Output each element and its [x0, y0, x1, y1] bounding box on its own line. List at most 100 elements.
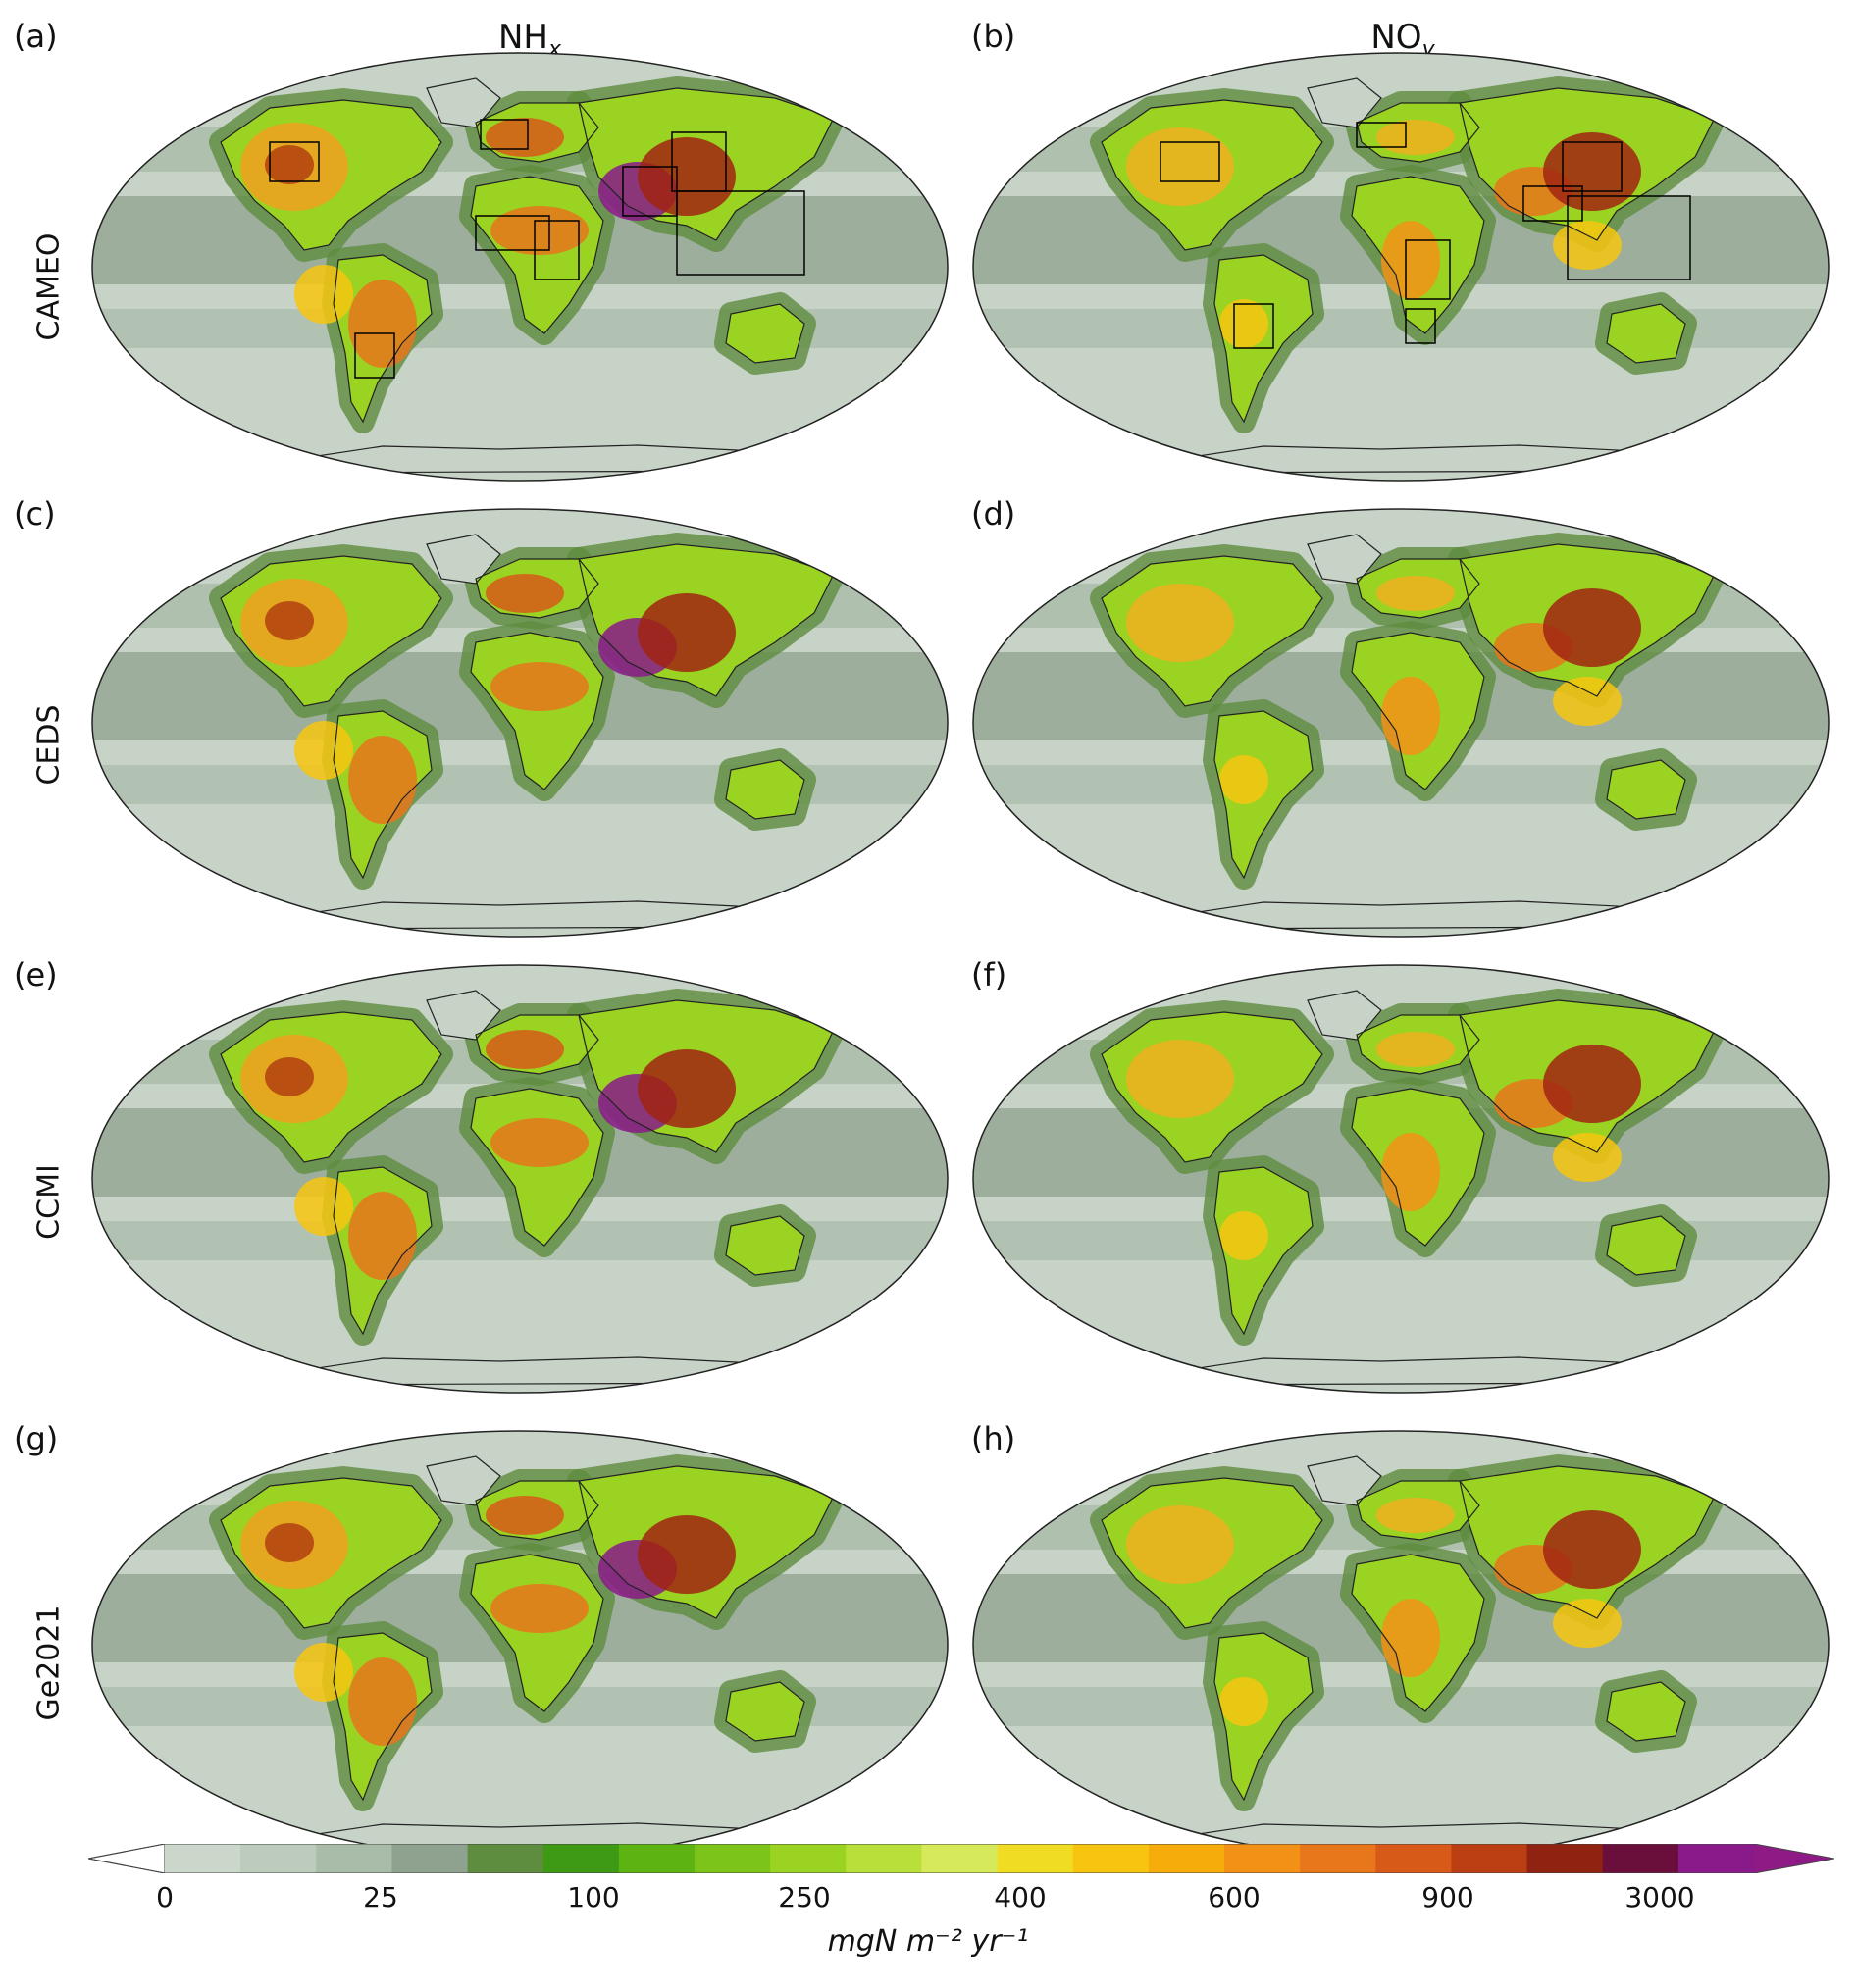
- emission-hotspot: [265, 1523, 314, 1562]
- emission-hotspot: [490, 206, 589, 255]
- coastline-samerica: [1213, 1166, 1314, 1336]
- region-box: [676, 190, 805, 276]
- coastline-africa: [1351, 632, 1485, 790]
- land-greenland: [427, 991, 500, 1040]
- coastline-greenland: [426, 77, 501, 128]
- emission-hotspot: [294, 265, 353, 324]
- emission-hotspot: [1376, 120, 1455, 155]
- region-box: [475, 215, 550, 251]
- coastline-samerica: [1213, 1632, 1314, 1802]
- emission-hotspot: [638, 1515, 736, 1594]
- map-cameo-noy: [972, 52, 1830, 482]
- emission-hotspot: [265, 145, 314, 184]
- colorbar-unit-label: mgN m⁻² yr⁻¹: [827, 1924, 1029, 1959]
- row-label-ge2021: Ge2021: [31, 1605, 67, 1721]
- emission-hotspot: [1553, 221, 1622, 270]
- emission-hotspot: [348, 736, 417, 824]
- colorbar-tick-600: 600: [1208, 1881, 1261, 1913]
- emission-hotspot: [638, 593, 736, 672]
- colorbar-tick-250: 250: [778, 1881, 831, 1913]
- emission-hotspot: [348, 280, 417, 368]
- emission-hotspot: [1381, 221, 1440, 299]
- land-greenland: [427, 535, 500, 584]
- coastline-samerica: [1213, 710, 1314, 880]
- coastline-namerica: [1101, 1011, 1323, 1163]
- map-content: [92, 53, 948, 481]
- coastline-europe: [1356, 1014, 1480, 1075]
- coastline-australia: [725, 1215, 805, 1276]
- emission-hotspot: [294, 1643, 353, 1702]
- map-ceds-nhx: [91, 508, 949, 938]
- column-title-noy-label: NO: [1370, 18, 1422, 57]
- coastline-australia: [1606, 1681, 1686, 1742]
- row-label-ccmi: CCMI: [31, 1164, 67, 1240]
- land-australia: [726, 1216, 804, 1275]
- land-greenland: [427, 1456, 500, 1505]
- map-outline: [91, 508, 949, 938]
- map-outline: [972, 52, 1830, 482]
- emission-hotspot: [1381, 1599, 1440, 1677]
- coastline-greenland: [1307, 990, 1382, 1041]
- panel-label-c: (c): [14, 495, 56, 533]
- coastline-greenland: [426, 990, 501, 1041]
- land-greenland: [1308, 991, 1381, 1040]
- coastline-namerica: [220, 1477, 442, 1629]
- panel-label-f: (f): [971, 956, 1007, 994]
- colorbar-min-arrow: [88, 1844, 166, 1873]
- colorbar-swatch: [921, 1844, 999, 1873]
- colorbar-max-arrow: [1754, 1844, 1834, 1873]
- coastline-europe: [475, 102, 599, 163]
- colorbar-swatch: [542, 1844, 620, 1873]
- coastline-samerica: [333, 1166, 433, 1336]
- coastline-africa: [1351, 1088, 1485, 1247]
- emission-hotspot: [1376, 576, 1455, 611]
- map-content: [973, 509, 1829, 937]
- colorbar-tick-900: 900: [1421, 1881, 1474, 1913]
- coastline-namerica: [1101, 99, 1323, 251]
- emission-hotspot: [348, 1192, 417, 1280]
- region-box: [1405, 308, 1436, 344]
- map-ceds-noy: [972, 508, 1830, 938]
- land-antarctica: [265, 445, 775, 473]
- coastline-asia: [1459, 1465, 1716, 1619]
- colorbar-swatch: [1300, 1844, 1376, 1873]
- map-outline: [91, 964, 949, 1394]
- coastline-asia: [1459, 87, 1716, 241]
- coastline-australia: [1606, 1215, 1686, 1276]
- coastline-asia: [578, 999, 835, 1153]
- region-box: [1567, 195, 1691, 280]
- row-label-ceds: CEDS: [31, 704, 67, 786]
- region-box: [1160, 141, 1220, 182]
- colorbar-swatch: [1375, 1844, 1452, 1873]
- coastline-australia: [725, 759, 805, 820]
- coastline-namerica: [220, 99, 442, 251]
- emission-hotspot: [1219, 755, 1268, 804]
- coastline-europe: [1356, 1480, 1480, 1541]
- emission-hotspot: [348, 1657, 417, 1746]
- colorbar-swatch: [391, 1844, 469, 1873]
- coastline-asia: [578, 87, 835, 241]
- coastline-africa: [1351, 1554, 1485, 1712]
- coastline-greenland: [1307, 77, 1382, 128]
- emission-hotspot: [1381, 677, 1440, 755]
- coastline-africa: [470, 176, 604, 334]
- colorbar-tick-400: 400: [994, 1881, 1047, 1913]
- emission-hotspot: [490, 1584, 589, 1633]
- map-content: [92, 1431, 948, 1859]
- land-antarctica: [265, 901, 775, 929]
- emission-hotspot: [486, 1496, 564, 1535]
- emission-hotspot: [1126, 127, 1234, 206]
- emission-hotspot: [1543, 1045, 1641, 1123]
- emission-hotspot: [265, 601, 314, 640]
- land-antarctica: [1146, 445, 1656, 473]
- coastline-australia: [725, 1681, 805, 1742]
- emission-hotspot: [1376, 1032, 1455, 1067]
- colorbar-tick-3000: 3000: [1624, 1881, 1695, 1913]
- land-australia: [726, 304, 804, 363]
- emission-hotspot: [486, 1030, 564, 1069]
- region-box: [1233, 303, 1274, 349]
- coastline-africa: [470, 1554, 604, 1712]
- emission-hotspot: [1126, 1040, 1234, 1118]
- land-greenland: [1308, 78, 1381, 127]
- coastline-samerica: [333, 710, 433, 880]
